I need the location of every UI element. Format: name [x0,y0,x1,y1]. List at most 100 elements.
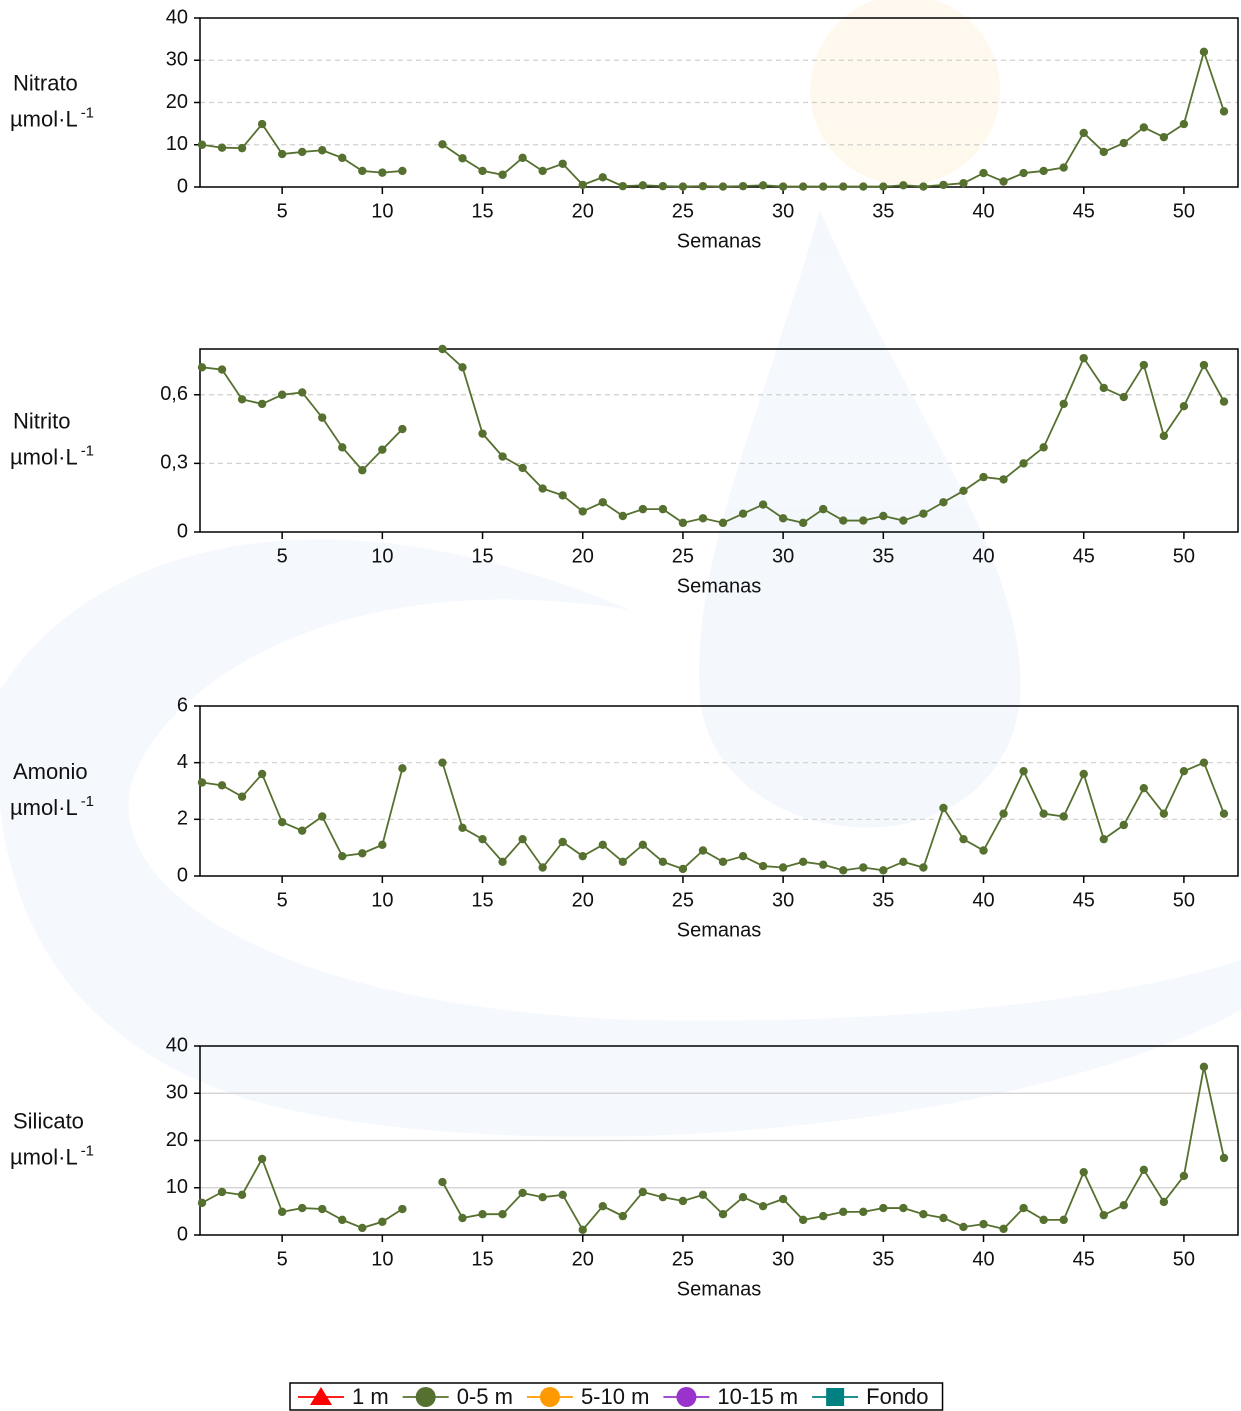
data-point [297,826,307,835]
legend-marker [826,1388,845,1406]
data-point [879,1203,888,1213]
series-line [201,348,1225,524]
data-point [458,154,467,163]
legend-entry: 1 m [298,1384,389,1409]
data-point [939,180,948,190]
data-point [758,1201,768,1211]
x-tick-label: 5 [277,545,288,567]
data-point [979,846,988,855]
data-point [1059,399,1068,409]
data-point [498,170,507,179]
data-point [1199,1062,1209,1071]
data-point [558,1190,567,1200]
data-point [398,424,407,434]
y-axis-title: Amonio [13,759,88,784]
unit-exponent: -1 [81,1142,94,1159]
data-point [678,518,688,528]
data-point [1119,138,1128,148]
data-point [1139,783,1149,793]
unit-text: µmol·L [10,1144,78,1169]
data-point [1119,820,1128,830]
data-point [358,849,367,858]
y-axis-title: Nitrato [13,70,78,95]
data-point [939,1213,948,1223]
data-point [538,1193,547,1202]
data-point [859,863,868,872]
x-tick-label: 10 [371,545,393,567]
data-point [598,1201,607,1211]
data-point [237,1190,247,1200]
data-point [1219,107,1229,116]
watermark-swirl [0,539,1241,1137]
legend-label: 1 m [352,1384,389,1409]
x-tick-label: 35 [872,1248,894,1270]
data-point [237,395,247,404]
data-point [939,803,948,813]
data-point [1039,809,1048,818]
data-point [839,1207,848,1217]
y-tick-label: 0,3 [160,452,188,474]
data-point [358,166,367,176]
y-tick-label: 0,6 [160,383,188,405]
data-point [959,1222,968,1232]
legend-marker [539,1387,560,1407]
data-point [919,863,928,872]
data-point [778,1194,788,1204]
y-axis-unit: µmol·L -1 [10,793,94,820]
data-point [718,857,728,867]
data-point [859,516,868,525]
x-tick-label: 45 [1073,889,1095,911]
data-point [338,851,347,861]
data-point [1019,1203,1028,1213]
x-tick-label: 10 [371,1248,393,1270]
data-point [738,181,748,191]
data-point [999,475,1008,484]
data-point [658,1193,668,1202]
data-point [558,159,567,168]
data-point [738,509,748,518]
legend-label: Fondo [866,1384,928,1409]
data-point [1179,119,1189,129]
unit-exponent: -1 [81,793,94,810]
data-point [678,864,688,874]
x-axis-title: Semanas [677,919,762,941]
data-point [197,1198,207,1208]
data-point [879,866,888,875]
data-point [358,466,367,475]
data-point [979,1219,988,1229]
unit-text: µmol·L [10,444,78,469]
x-tick-label: 25 [672,545,694,567]
data-point [899,516,908,525]
data-point [798,182,808,191]
data-point [578,851,587,861]
y-tick-label: 2 [177,808,188,830]
unit-text: µmol·L [10,106,78,131]
data-point [899,857,908,867]
data-point [1159,1197,1169,1207]
x-tick-label: 5 [277,200,288,222]
data-point [979,168,988,178]
data-point [498,857,507,867]
data-point [778,514,788,523]
x-tick-label: 35 [872,889,894,911]
data-point [478,429,487,438]
data-point [438,140,447,149]
x-axis-title: Semanas [677,1278,762,1300]
legend: 1 m 0-5 m 5-10 m 10-15 m Fondo [289,1382,944,1411]
x-tick-label: 5 [277,889,288,911]
data-point [819,182,828,191]
data-point [338,1215,347,1225]
data-point [698,514,708,523]
data-point [197,778,207,787]
data-point [819,504,828,514]
x-tick-label: 20 [572,889,594,911]
data-point [819,860,828,869]
y-tick-label: 30 [166,49,188,71]
data-point [358,1223,367,1233]
watermark [0,0,1241,1137]
data-point [798,857,808,867]
data-point [859,1207,868,1217]
data-point [197,363,207,372]
y-tick-label: 40 [166,6,188,28]
